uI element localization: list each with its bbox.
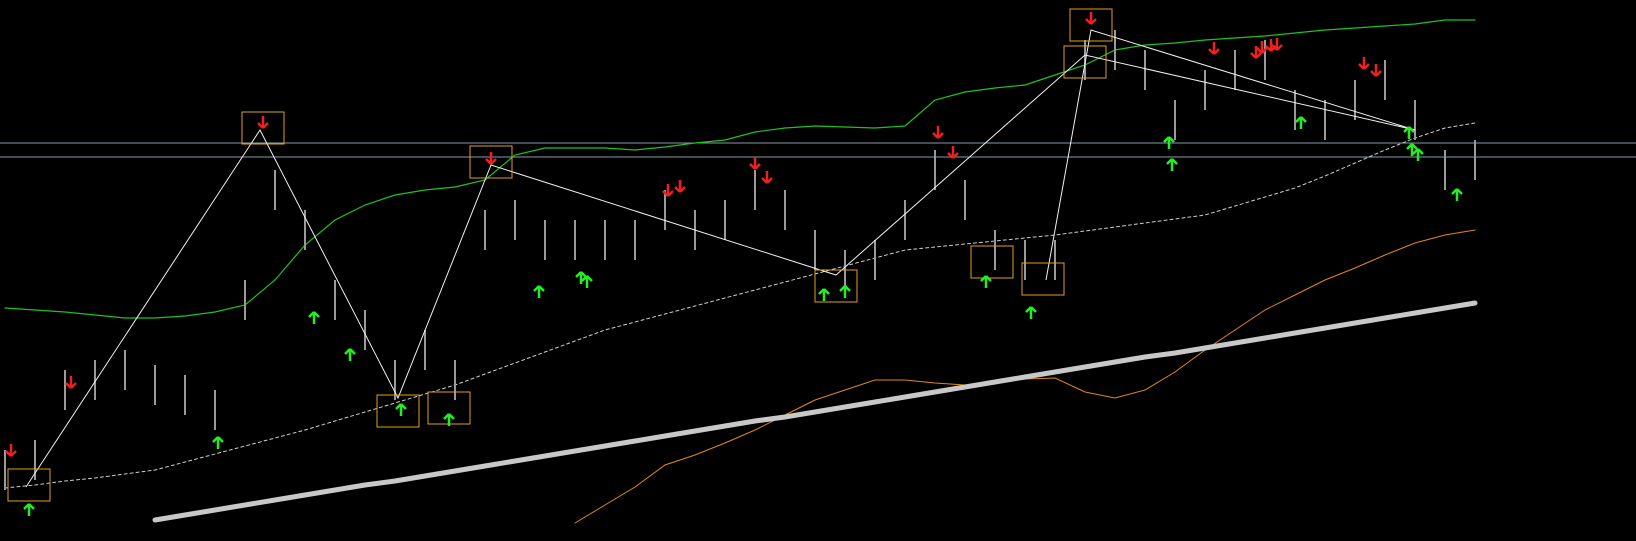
buy-arrow xyxy=(839,285,851,298)
sell-arrow xyxy=(761,171,773,184)
pivot-box xyxy=(814,269,858,303)
indicator-line xyxy=(4,19,1476,319)
buy-arrow xyxy=(212,436,224,449)
buy-arrow xyxy=(1163,136,1175,149)
sell-arrow xyxy=(1358,57,1370,70)
sell-arrow xyxy=(1370,64,1382,77)
zigzag-line xyxy=(1045,29,1416,281)
buy-arrow xyxy=(23,503,35,516)
sell-arrow xyxy=(662,184,674,197)
buy-arrow xyxy=(1406,143,1418,156)
pivot-box xyxy=(1069,8,1113,42)
buy-arrow xyxy=(980,275,992,288)
indicator-line xyxy=(4,122,1476,489)
sell-arrow xyxy=(674,180,686,193)
buy-arrow xyxy=(443,413,455,426)
pivot-box xyxy=(1063,45,1107,79)
buy-arrow xyxy=(1166,158,1178,171)
sell-arrow xyxy=(1271,38,1283,51)
sell-arrow xyxy=(5,444,17,457)
sell-arrow xyxy=(1250,46,1262,59)
pivot-box xyxy=(970,245,1014,279)
pivot-box xyxy=(7,468,51,502)
buy-arrow xyxy=(581,275,593,288)
sell-arrow xyxy=(65,376,77,389)
sell-arrow xyxy=(1085,12,1097,25)
buy-arrow xyxy=(1412,148,1424,161)
buy-arrow xyxy=(395,403,407,416)
buy-arrow xyxy=(344,348,356,361)
indicator-line xyxy=(152,300,1478,523)
pivot-box xyxy=(1021,262,1065,296)
buy-arrow xyxy=(1295,116,1307,129)
buy-arrow xyxy=(818,288,830,301)
buy-arrow xyxy=(308,311,320,324)
pivot-box xyxy=(469,145,513,179)
buy-arrow xyxy=(1451,188,1463,201)
buy-arrow xyxy=(1025,306,1037,319)
buy-arrow xyxy=(533,285,545,298)
sell-arrow xyxy=(749,157,761,170)
sell-arrow xyxy=(932,126,944,139)
pivot-box xyxy=(376,394,420,428)
sell-arrow xyxy=(257,116,269,129)
zigzag-line xyxy=(25,54,1416,488)
sell-arrow xyxy=(947,146,959,159)
sell-arrow xyxy=(1256,41,1268,54)
buy-arrow xyxy=(1403,126,1415,139)
sell-arrow xyxy=(485,152,497,165)
sell-arrow xyxy=(1208,42,1220,55)
pivot-box xyxy=(241,111,285,145)
